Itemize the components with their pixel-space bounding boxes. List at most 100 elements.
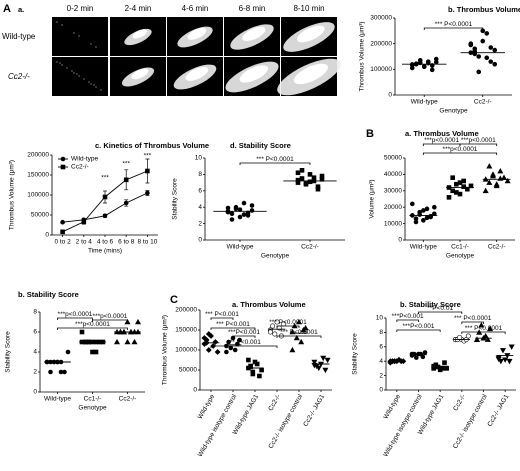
point (497, 168, 504, 174)
annotation: ***p<0.0001 (75, 321, 110, 328)
y-tick-label: 100000 (370, 66, 392, 73)
point (229, 211, 235, 217)
point (433, 56, 439, 62)
x-tick-label: Cc2-/- JAG1 (302, 393, 326, 428)
y-tick-label: 8 (379, 329, 383, 336)
annotation: ***P<0.001 (403, 323, 435, 330)
point (270, 323, 276, 329)
y-tick-label: 200000 (27, 152, 49, 159)
annotation: ***P<0.001 (228, 329, 260, 336)
point (60, 229, 65, 235)
y-tick-label: 0 (33, 389, 37, 396)
speck (73, 32, 75, 34)
point (429, 67, 435, 73)
point (237, 337, 242, 343)
point (461, 184, 466, 189)
x-tick-label: 4 to 6 (97, 239, 114, 246)
point (465, 333, 471, 339)
point (60, 164, 66, 170)
point (60, 219, 65, 225)
y-axis-label: Stability Score (352, 333, 359, 375)
point (257, 373, 262, 379)
annotation: *** P<0.001 (227, 339, 261, 346)
y-tick-label: 150000 (27, 172, 49, 179)
annotation: *** P<0.0001 (269, 319, 307, 326)
y-tick-label: 20000 (384, 204, 402, 211)
point (432, 204, 437, 210)
bracket (239, 162, 311, 165)
speck (88, 81, 90, 83)
speck (61, 64, 63, 66)
x-tick-label: Wild-type isotype control (197, 393, 239, 458)
y-tick-label: 0 (398, 237, 402, 244)
point (248, 364, 253, 370)
y-tick-label: 0 (379, 387, 383, 394)
y-tick-label: 50000 (179, 367, 197, 374)
point (484, 31, 490, 36)
y-tick-label: 100000 (27, 192, 49, 199)
axis (404, 158, 515, 241)
panel-label: A (3, 3, 11, 15)
annotation: ***p<0.0001 (424, 137, 459, 144)
y-tick-label: 6 (33, 329, 37, 336)
point (506, 358, 513, 365)
y-tick-label: 0 (193, 387, 197, 394)
point (476, 54, 482, 59)
bracket (210, 317, 234, 320)
y-tick-label: 10 (376, 315, 384, 322)
micrograph (52, 17, 108, 56)
chart-title: b. Stability Score (400, 300, 461, 309)
point (60, 156, 66, 162)
speck (56, 61, 58, 63)
point (311, 175, 317, 180)
x-axis-label: Genotype (446, 253, 475, 260)
y-axis-label: Thrombus Volume (μm³) (359, 21, 366, 91)
point (489, 172, 497, 179)
point (468, 41, 474, 46)
speck (66, 67, 68, 69)
y-tick-label: 6 (379, 344, 383, 351)
point (424, 215, 430, 221)
column-header: 4-6 min (182, 4, 209, 13)
bracket (461, 331, 506, 334)
point (241, 200, 247, 206)
thrombus-core (131, 68, 149, 80)
point (295, 177, 301, 183)
y-tick-label: 0 (45, 232, 49, 239)
thrombus-core (242, 26, 266, 42)
point (307, 172, 313, 177)
point (212, 339, 219, 345)
x-tick-label: 6 to 8 (118, 239, 135, 246)
speck (76, 73, 78, 75)
point (228, 345, 234, 351)
point (225, 205, 231, 211)
x-axis-label: Time (mins) (88, 248, 122, 255)
thrombus-core (187, 28, 207, 40)
point (289, 346, 296, 353)
bracket (459, 143, 498, 146)
annotation: *** (101, 175, 109, 182)
panel-label: B (366, 128, 374, 140)
x-axis-label: Genotype (78, 405, 107, 412)
point (486, 325, 494, 332)
x-axis-label: Genotype (439, 108, 468, 115)
point (440, 366, 445, 371)
annotation: *** P<0.0001 (280, 329, 318, 336)
point (499, 348, 507, 354)
point (315, 365, 322, 372)
y-tick-label: 50000 (384, 155, 402, 162)
point (421, 218, 426, 223)
y-tick-label: 4 (198, 204, 202, 211)
x-tick-label: Cc2-/- (119, 396, 137, 403)
x-tick-label: 8 to 10 (137, 239, 157, 246)
column-header: 8-10 min (293, 4, 324, 13)
point (201, 335, 208, 341)
x-tick-label: Cc2-/- (267, 393, 282, 412)
point (454, 190, 459, 195)
x-tick-label: Cc1-/- (451, 244, 469, 251)
point (486, 163, 493, 169)
point (508, 344, 515, 350)
bracket (210, 327, 256, 330)
annotation: *** (122, 161, 130, 168)
panel-label: C (170, 294, 178, 306)
